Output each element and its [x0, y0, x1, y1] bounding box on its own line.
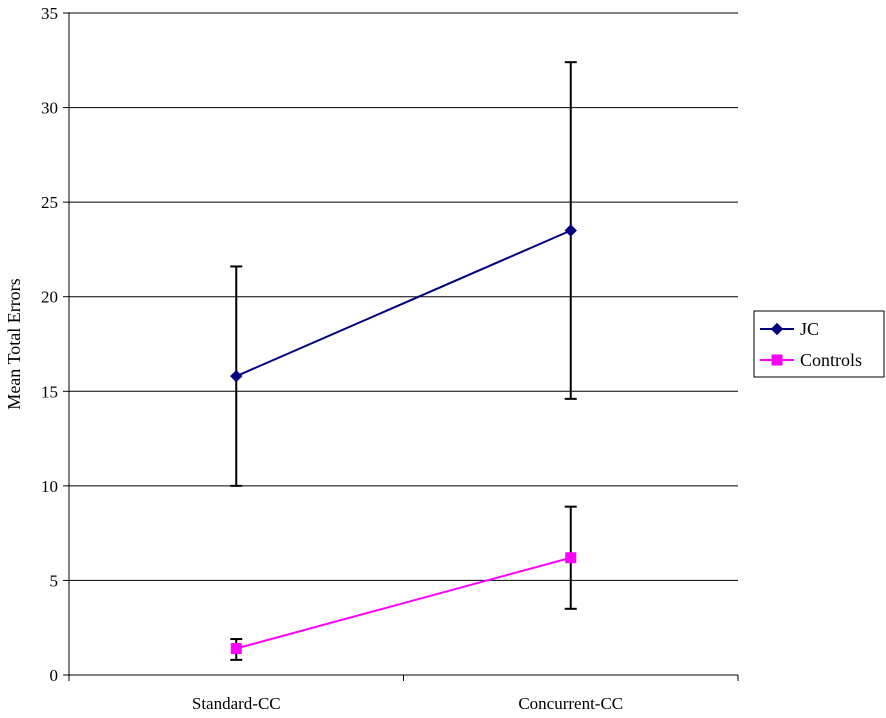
x-tick-label: Standard-CC [192, 694, 281, 713]
series [230, 61, 577, 661]
y-tick-label: 5 [50, 571, 59, 590]
legend-entry-controls: Controls [760, 350, 862, 370]
series-controls [230, 505, 577, 661]
y-tick-label: 25 [41, 193, 58, 212]
series-line [235, 229, 572, 378]
legend-swatch-marker [770, 322, 784, 336]
legend: JC Controls [753, 310, 885, 378]
y-axis-title: Mean Total Errors [4, 278, 24, 409]
gridlines [69, 12, 738, 581]
data-point [230, 643, 242, 655]
y-tick-label: 0 [50, 666, 59, 685]
y-axis-ticks: 0 5 10 15 20 25 30 35 [41, 4, 69, 685]
legend-label: Controls [800, 350, 862, 370]
y-tick-label: 30 [41, 99, 58, 118]
x-axis-ticks: Standard-CC Concurrent-CC [68, 675, 739, 713]
x-tick-label: Concurrent-CC [518, 694, 623, 713]
y-tick-label: 15 [41, 382, 58, 401]
y-tick-label: 10 [41, 477, 58, 496]
data-point [230, 369, 243, 383]
axes [68, 13, 738, 676]
series-jc [230, 61, 577, 487]
data-point [564, 224, 577, 237]
legend-box [753, 310, 885, 378]
legend-label: JC [800, 319, 819, 339]
data-point [565, 552, 577, 564]
legend-entry-jc: JC [760, 319, 819, 339]
y-tick-label: 35 [41, 4, 58, 23]
legend-swatch-marker [771, 354, 783, 366]
series-line [235, 556, 572, 650]
y-tick-label: 20 [41, 288, 58, 307]
